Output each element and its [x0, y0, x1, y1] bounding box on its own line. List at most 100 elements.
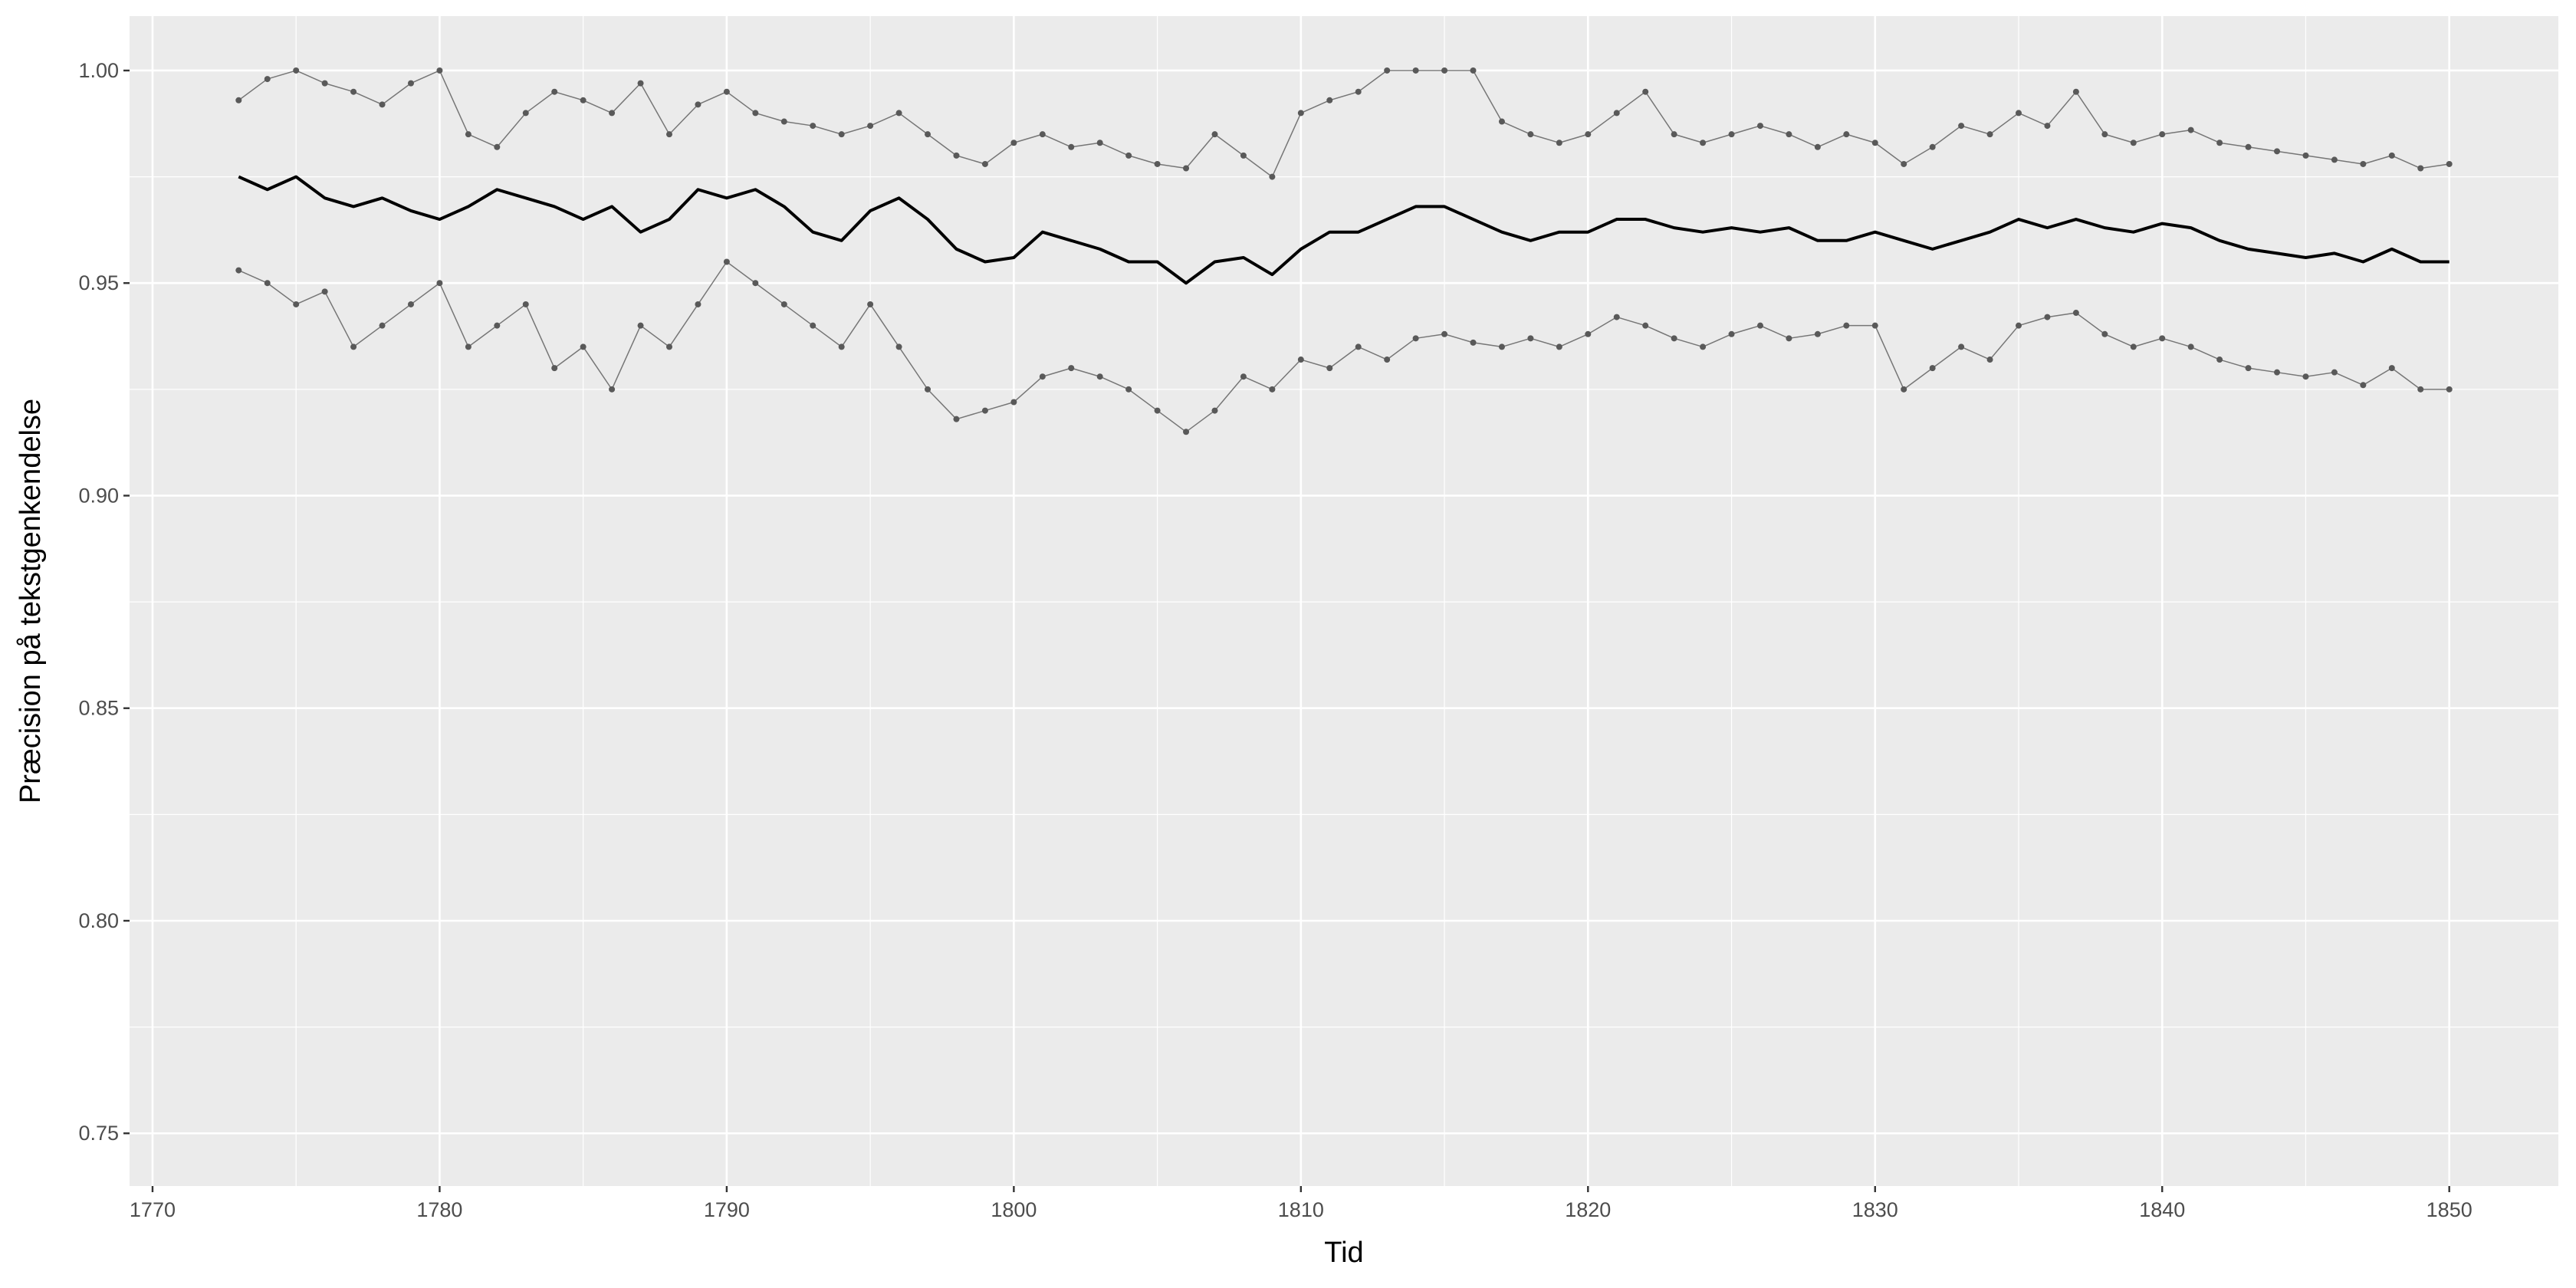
data-point	[810, 123, 816, 130]
data-point	[2417, 165, 2424, 172]
data-point	[1929, 143, 1936, 150]
y-tick-label: 0.95	[78, 271, 119, 294]
data-point	[2187, 127, 2194, 133]
data-point	[2072, 88, 2079, 95]
data-point	[1183, 165, 1190, 172]
data-point	[1527, 335, 1534, 342]
data-point	[2331, 156, 2338, 163]
data-point	[981, 160, 988, 167]
series-line	[238, 261, 2450, 433]
data-point	[1240, 373, 1247, 380]
data-point	[1470, 339, 1477, 346]
data-point	[1671, 335, 1677, 342]
data-point	[522, 301, 529, 307]
data-point	[1039, 131, 1046, 138]
x-tick-label: 1790	[704, 1198, 750, 1221]
data-point	[2388, 365, 2395, 372]
data-point	[1269, 173, 1276, 180]
data-point	[1470, 67, 1477, 74]
series-line	[238, 70, 2450, 178]
data-point	[867, 123, 874, 130]
data-point	[1871, 140, 1878, 146]
data-point	[235, 267, 242, 274]
data-point	[780, 301, 787, 307]
data-point	[1958, 123, 1965, 130]
data-point	[925, 131, 932, 138]
data-point	[465, 131, 472, 138]
data-point	[293, 301, 300, 307]
data-point	[551, 365, 558, 372]
data-point	[666, 343, 672, 350]
data-point	[1728, 131, 1735, 138]
data-point	[2130, 343, 2137, 350]
data-point	[1527, 131, 1534, 138]
data-point	[407, 80, 414, 87]
data-point	[1039, 373, 1046, 380]
data-point	[2360, 382, 2367, 389]
data-point	[1096, 140, 1103, 146]
data-point	[1756, 322, 1763, 329]
data-point	[494, 322, 501, 329]
data-point	[723, 258, 730, 265]
data-point	[1154, 160, 1161, 167]
data-point	[780, 118, 787, 125]
data-point	[1843, 131, 1850, 138]
data-point	[1355, 88, 1362, 95]
x-tick-label: 1840	[2139, 1198, 2185, 1221]
y-tick-label: 0.85	[78, 697, 119, 720]
data-point	[666, 131, 672, 138]
data-point	[2216, 140, 2223, 146]
data-point	[2274, 369, 2281, 376]
x-tick-label: 1800	[991, 1198, 1037, 1221]
data-point	[264, 76, 271, 83]
data-point	[810, 322, 816, 329]
data-point	[2331, 369, 2338, 376]
data-point	[235, 97, 242, 104]
data-point	[2360, 160, 2367, 167]
data-point	[1297, 356, 1304, 363]
data-point	[2159, 131, 2166, 138]
data-point	[2302, 373, 2309, 380]
data-point	[1412, 335, 1419, 342]
data-point	[723, 88, 730, 95]
data-point	[1786, 131, 1792, 138]
data-point	[1412, 67, 1419, 74]
data-point	[2072, 310, 2079, 317]
data-point	[321, 80, 328, 87]
data-point	[465, 343, 472, 350]
data-point	[981, 407, 988, 414]
data-point	[321, 288, 328, 295]
data-point	[293, 67, 300, 74]
data-point	[1326, 365, 1333, 372]
data-point	[1756, 123, 1763, 130]
data-point	[580, 97, 586, 104]
data-point	[838, 131, 845, 138]
x-tick-label: 1780	[416, 1198, 462, 1221]
data-point	[1096, 373, 1103, 380]
data-point	[1326, 97, 1333, 104]
data-point	[1441, 330, 1448, 337]
data-point	[436, 280, 443, 287]
data-point	[2245, 365, 2252, 372]
data-point	[1269, 386, 1276, 393]
data-point	[2130, 140, 2137, 146]
y-tick-label: 0.90	[78, 484, 119, 507]
data-point	[1929, 365, 1936, 372]
data-point	[895, 110, 902, 117]
data-point	[1384, 356, 1391, 363]
x-tick-label: 1810	[1278, 1198, 1324, 1221]
data-point	[752, 110, 759, 117]
data-point	[1986, 131, 1993, 138]
data-point	[1183, 429, 1190, 435]
data-point	[1211, 407, 1218, 414]
series-line	[238, 175, 2450, 285]
data-point	[1728, 330, 1735, 337]
data-point	[2016, 322, 2022, 329]
data-point	[379, 322, 386, 329]
data-point	[1211, 131, 1218, 138]
x-tick-label: 1830	[1852, 1198, 1898, 1221]
x-tick-label: 1770	[130, 1198, 176, 1221]
data-point	[1154, 407, 1161, 414]
data-point	[1901, 160, 1907, 167]
